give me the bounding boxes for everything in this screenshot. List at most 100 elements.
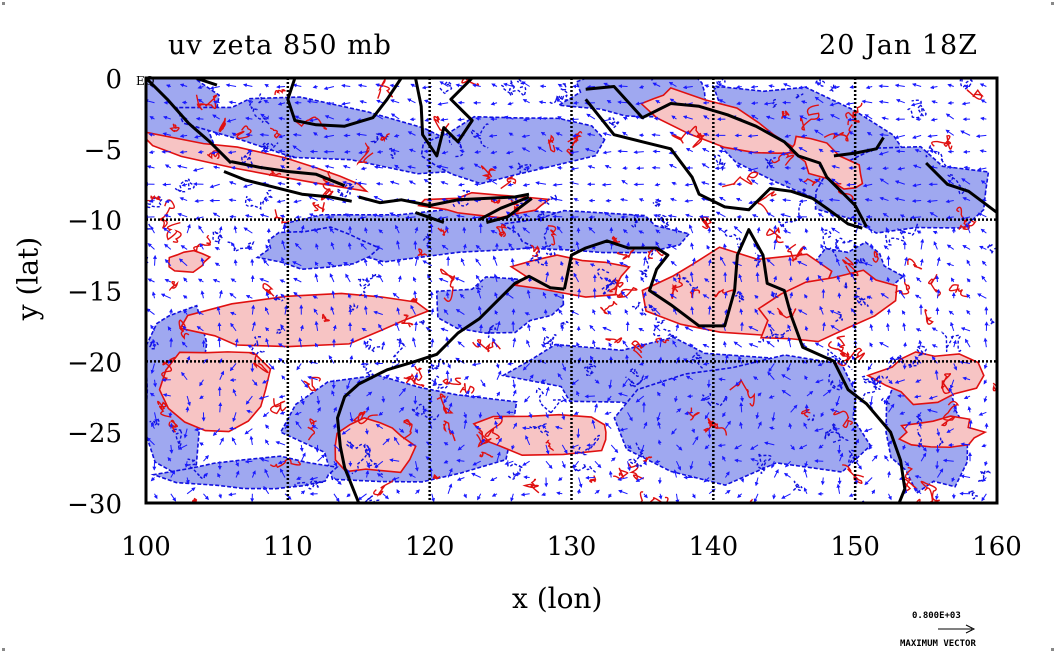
vorticity-contour (801, 188, 807, 195)
wind-vector (259, 213, 269, 218)
wind-vector (292, 145, 302, 153)
vorticity-contour (916, 345, 927, 357)
wind-vector (279, 279, 286, 284)
wind-vector (411, 337, 416, 348)
wind-vector (333, 477, 342, 485)
wind-vector (329, 227, 335, 234)
vorticity-contour (940, 400, 960, 427)
wind-vector (459, 149, 465, 154)
vorticity-contour (631, 214, 640, 229)
wind-vector (701, 148, 710, 153)
wind-vector (312, 182, 318, 186)
wind-vector (281, 256, 286, 266)
vorticity-contour (925, 144, 949, 169)
wind-vector (390, 148, 400, 153)
wind-vector (586, 132, 595, 137)
wind-vector (669, 131, 677, 136)
wind-vector (300, 452, 306, 462)
wind-vector (588, 226, 596, 234)
wind-vector (455, 309, 465, 316)
wind-vector (594, 379, 600, 384)
vorticity-contour (187, 458, 206, 480)
wind-vector (577, 288, 582, 299)
vorticity-contour (294, 480, 324, 490)
wind-vector (528, 412, 533, 419)
wind-vector (538, 100, 547, 105)
wind-vector (179, 83, 188, 88)
vorticity-contour (260, 142, 279, 153)
wind-vector (389, 180, 400, 185)
vorticity-contour (373, 478, 394, 497)
vorticity-contour (388, 147, 396, 159)
wind-vector (640, 444, 645, 454)
wind-vector (576, 428, 581, 439)
wind-vector (397, 275, 402, 283)
wind-vector (624, 274, 629, 283)
wind-vector (258, 395, 269, 400)
wind-vector (398, 339, 402, 348)
wind-vector (181, 341, 188, 348)
vorticity-contour (769, 328, 780, 343)
wind-vector (671, 428, 677, 435)
wind-vector (395, 224, 400, 234)
wind-vector (410, 83, 416, 88)
wind-vector (407, 165, 416, 170)
vorticity-contour (702, 419, 719, 433)
wind-vector (199, 442, 204, 447)
wind-vector (619, 197, 628, 202)
wind-vector (584, 147, 596, 153)
vorticity-contour (829, 84, 839, 93)
wind-vector (658, 356, 663, 364)
wind-vector (396, 489, 401, 495)
wind-vector (349, 412, 354, 423)
wind-vector (447, 428, 455, 434)
wind-vector (232, 388, 237, 397)
wind-vector (218, 493, 222, 499)
wind-vector (555, 343, 563, 348)
wind-vector (606, 295, 612, 300)
vorticity-contour (274, 88, 287, 95)
vorticity-contour (988, 318, 996, 327)
wind-vector (294, 242, 302, 250)
wind-vector (414, 255, 419, 266)
wind-vector (458, 182, 465, 187)
wind-vector (462, 243, 467, 250)
vorticity-contour (822, 229, 837, 258)
vorticity-contour (631, 340, 646, 359)
wind-vector (521, 134, 530, 139)
title-left: uv zeta 850 mb (168, 30, 392, 61)
wind-vector (357, 181, 367, 186)
wind-vector (197, 311, 204, 316)
wind-vector (504, 292, 514, 299)
vorticity-contour (688, 125, 706, 148)
wind-vector (639, 361, 644, 366)
wind-vector (552, 197, 563, 202)
wind-vector (169, 444, 174, 454)
wind-vector (395, 376, 400, 381)
wind-vector (284, 493, 292, 500)
vorticity-contour (432, 474, 441, 480)
wind-vector (491, 492, 498, 497)
vorticity-contour (833, 409, 853, 429)
wind-vector (642, 256, 647, 266)
wind-vector (526, 289, 531, 299)
wind-vector (331, 390, 335, 397)
wind-vector (377, 132, 384, 137)
vorticity-contour (356, 142, 374, 166)
wind-vector (347, 242, 352, 250)
wind-vector (376, 99, 384, 104)
vorticity-contour (193, 234, 212, 253)
wind-vector (656, 412, 661, 422)
wind-vector (575, 240, 580, 250)
y-tick-label: −25 (67, 419, 122, 449)
wind-vector (235, 470, 240, 478)
wind-vector (606, 259, 612, 266)
wind-vector (633, 150, 644, 155)
wind-vector (447, 467, 453, 478)
wind-vector (512, 389, 517, 397)
wind-vector (511, 444, 515, 450)
wind-vector (219, 437, 224, 446)
wind-vector (373, 310, 384, 316)
wind-vector (150, 363, 155, 374)
vorticity-contour (676, 273, 699, 289)
